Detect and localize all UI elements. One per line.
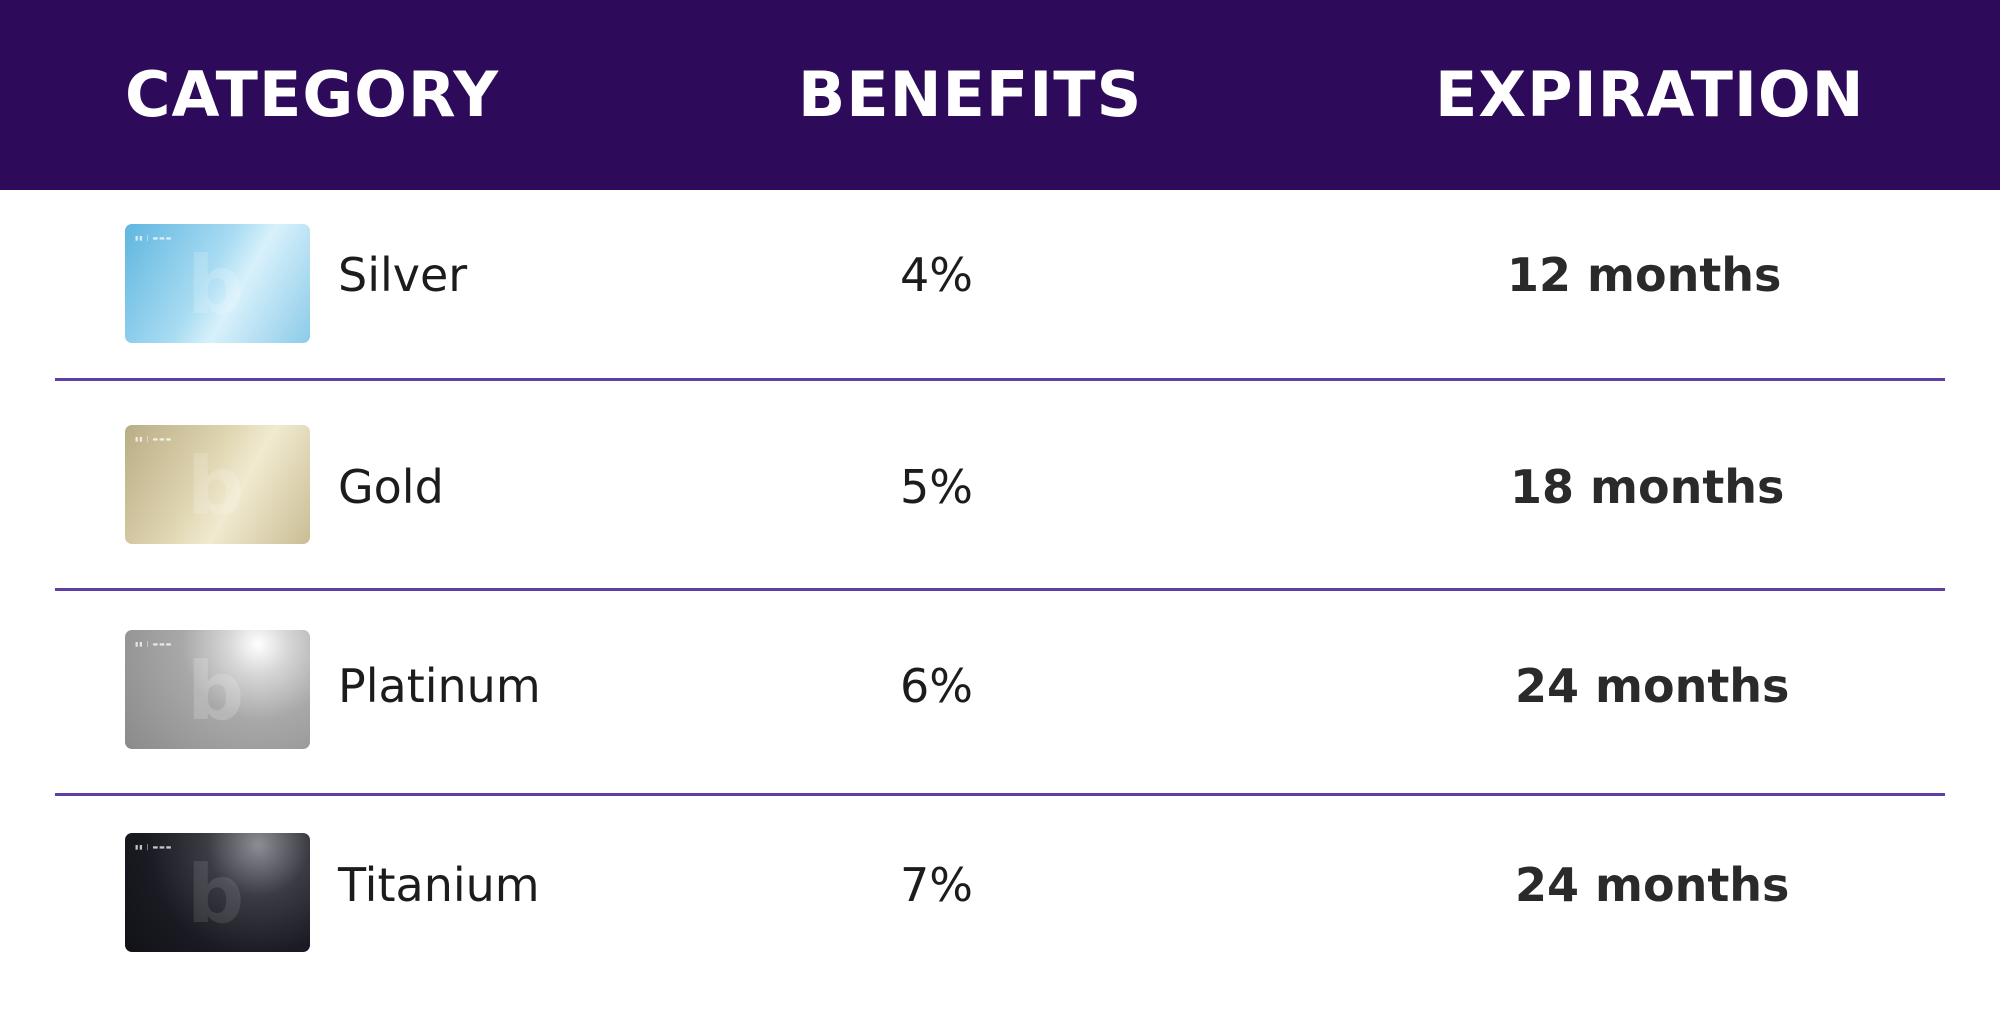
table-row: ▮▮ | ▬▬▬ b Titanium 7% 24 months xyxy=(0,796,2000,1009)
row-divider xyxy=(55,588,1945,591)
expiration-value: 24 months xyxy=(1515,659,1790,713)
platinum-card-icon: ▮▮ | ▬▬▬ b xyxy=(125,630,310,749)
table-row: ▮▮ | ▬▬▬ b Silver 4% 12 months xyxy=(0,190,2000,380)
titanium-card-icon: ▮▮ | ▬▬▬ b xyxy=(125,833,310,952)
category-label: Platinum xyxy=(338,659,541,713)
row-divider xyxy=(55,793,1945,796)
table-row: ▮▮ | ▬▬▬ b Gold 5% 18 months xyxy=(0,381,2000,589)
silver-card-icon: ▮▮ | ▬▬▬ b xyxy=(125,224,310,343)
header-benefits: BENEFITS xyxy=(798,58,1143,131)
benefit-value: 6% xyxy=(900,659,973,713)
expiration-value: 18 months xyxy=(1510,460,1785,514)
header-category: CATEGORY xyxy=(125,58,500,131)
category-label: Gold xyxy=(338,460,444,514)
benefit-value: 4% xyxy=(900,248,973,302)
gold-card-icon: ▮▮ | ▬▬▬ b xyxy=(125,425,310,544)
category-label: Titanium xyxy=(338,858,540,912)
header-expiration: EXPIRATION xyxy=(1435,58,1865,131)
benefit-value: 7% xyxy=(900,858,973,912)
expiration-value: 24 months xyxy=(1515,858,1790,912)
row-divider xyxy=(55,378,1945,381)
table-header: CATEGORY BENEFITS EXPIRATION xyxy=(0,0,2000,190)
table-row: ▮▮ | ▬▬▬ b Platinum 6% 24 months xyxy=(0,591,2000,794)
category-label: Silver xyxy=(338,248,468,302)
benefit-value: 5% xyxy=(900,460,973,514)
expiration-value: 12 months xyxy=(1507,248,1782,302)
